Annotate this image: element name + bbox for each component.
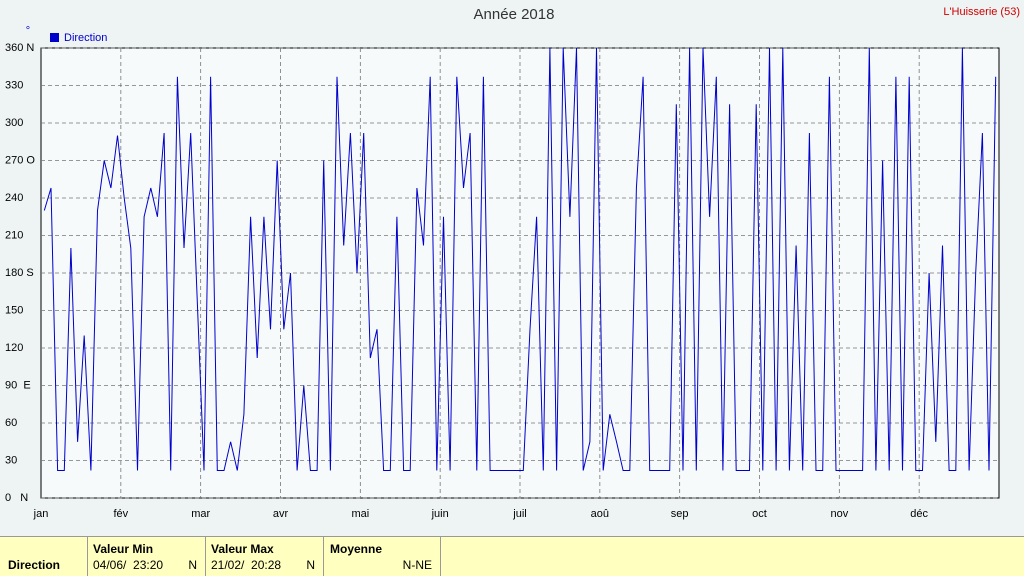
max-date: 21/02/ 20:28 bbox=[211, 558, 282, 572]
x-tick-label: avr bbox=[273, 508, 289, 520]
y-tick-label: 360 N bbox=[5, 42, 34, 54]
mean-dir: N-NE bbox=[402, 558, 432, 572]
y-tick-label: 300 bbox=[5, 117, 23, 129]
y-tick-label: 0 N bbox=[5, 492, 28, 504]
max-cell: Valeur Max 21/02/ 20:28 N bbox=[206, 536, 324, 576]
y-tick-label: 270 O bbox=[5, 154, 35, 166]
x-tick-label: aoû bbox=[591, 508, 609, 520]
x-tick-label: juin bbox=[431, 508, 449, 520]
max-dir: N bbox=[306, 558, 315, 572]
y-tick-label: 240 bbox=[5, 192, 23, 204]
y-tick-label: 150 bbox=[5, 304, 23, 316]
y-tick-label: 30 bbox=[5, 454, 17, 466]
x-tick-label: juil bbox=[512, 508, 526, 520]
station: L'Huisserie (53) bbox=[943, 6, 1020, 18]
summary-bar bbox=[0, 536, 1024, 576]
x-tick-label: jan bbox=[33, 508, 49, 520]
direction-line bbox=[43, 47, 997, 471]
chart: Année 2018 L'Huisserie (53) ° Direction … bbox=[5, 6, 1020, 520]
x-tick-label: nov bbox=[830, 508, 848, 520]
y-tick-label: 60 bbox=[5, 417, 17, 429]
x-tick-label: oct bbox=[752, 508, 767, 520]
y-tick-label: 180 S bbox=[5, 267, 34, 279]
row-label: Direction bbox=[0, 536, 88, 576]
y-tick-label: 210 bbox=[5, 229, 23, 241]
mean-cell: Moyenne N-NE bbox=[324, 536, 441, 576]
min-header: Valeur Min bbox=[93, 542, 154, 556]
x-tick-label: sep bbox=[671, 508, 689, 520]
y-tick-label: 330 bbox=[5, 79, 23, 91]
y-tick-label: 120 bbox=[5, 342, 23, 354]
max-header: Valeur Max bbox=[211, 542, 274, 556]
y-label: ° bbox=[26, 25, 30, 37]
x-tick-label: déc bbox=[910, 508, 928, 520]
min-cell: Valeur Min 04/06/ 23:20 N bbox=[88, 536, 206, 576]
chart-title: Année 2018 bbox=[474, 6, 555, 23]
x-tick-label: mar bbox=[191, 508, 210, 520]
y-tick-label: 90 E bbox=[5, 379, 31, 391]
x-tick-label: mai bbox=[351, 508, 369, 520]
mean-header: Moyenne bbox=[330, 542, 383, 556]
legend-swatch bbox=[50, 33, 59, 42]
min-dir: N bbox=[188, 558, 197, 572]
x-tick-label: fév bbox=[113, 508, 128, 520]
min-date: 04/06/ 23:20 bbox=[93, 558, 164, 572]
legend-label: Direction bbox=[64, 32, 107, 44]
